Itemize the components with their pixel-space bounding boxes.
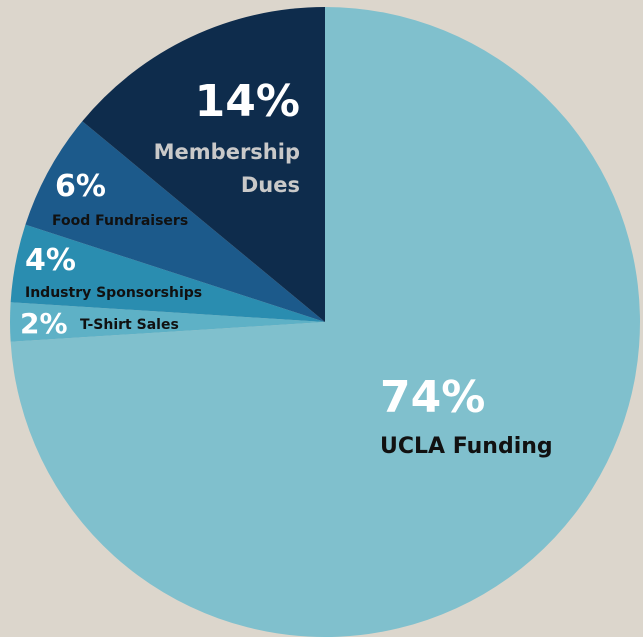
percent-label: 6% [55,169,106,204]
slice-label: Food Fundraisers [52,213,189,229]
percent-label: 74% [380,372,486,423]
pie-slice [10,302,325,342]
slice-label: Industry Sponsorships [25,285,203,301]
slice-label: UCLA Funding [380,434,553,459]
slice-label: Membership Dues [153,140,300,197]
pie-slice [82,7,325,322]
percent-label: 4% [25,243,76,278]
percent-label: 14% [194,76,300,127]
slice-label: T-Shirt Sales [80,317,179,333]
pie-slice [25,121,325,322]
pie-slice [10,224,325,322]
pie-slice [10,7,640,637]
percent-label: 2% [20,307,68,340]
